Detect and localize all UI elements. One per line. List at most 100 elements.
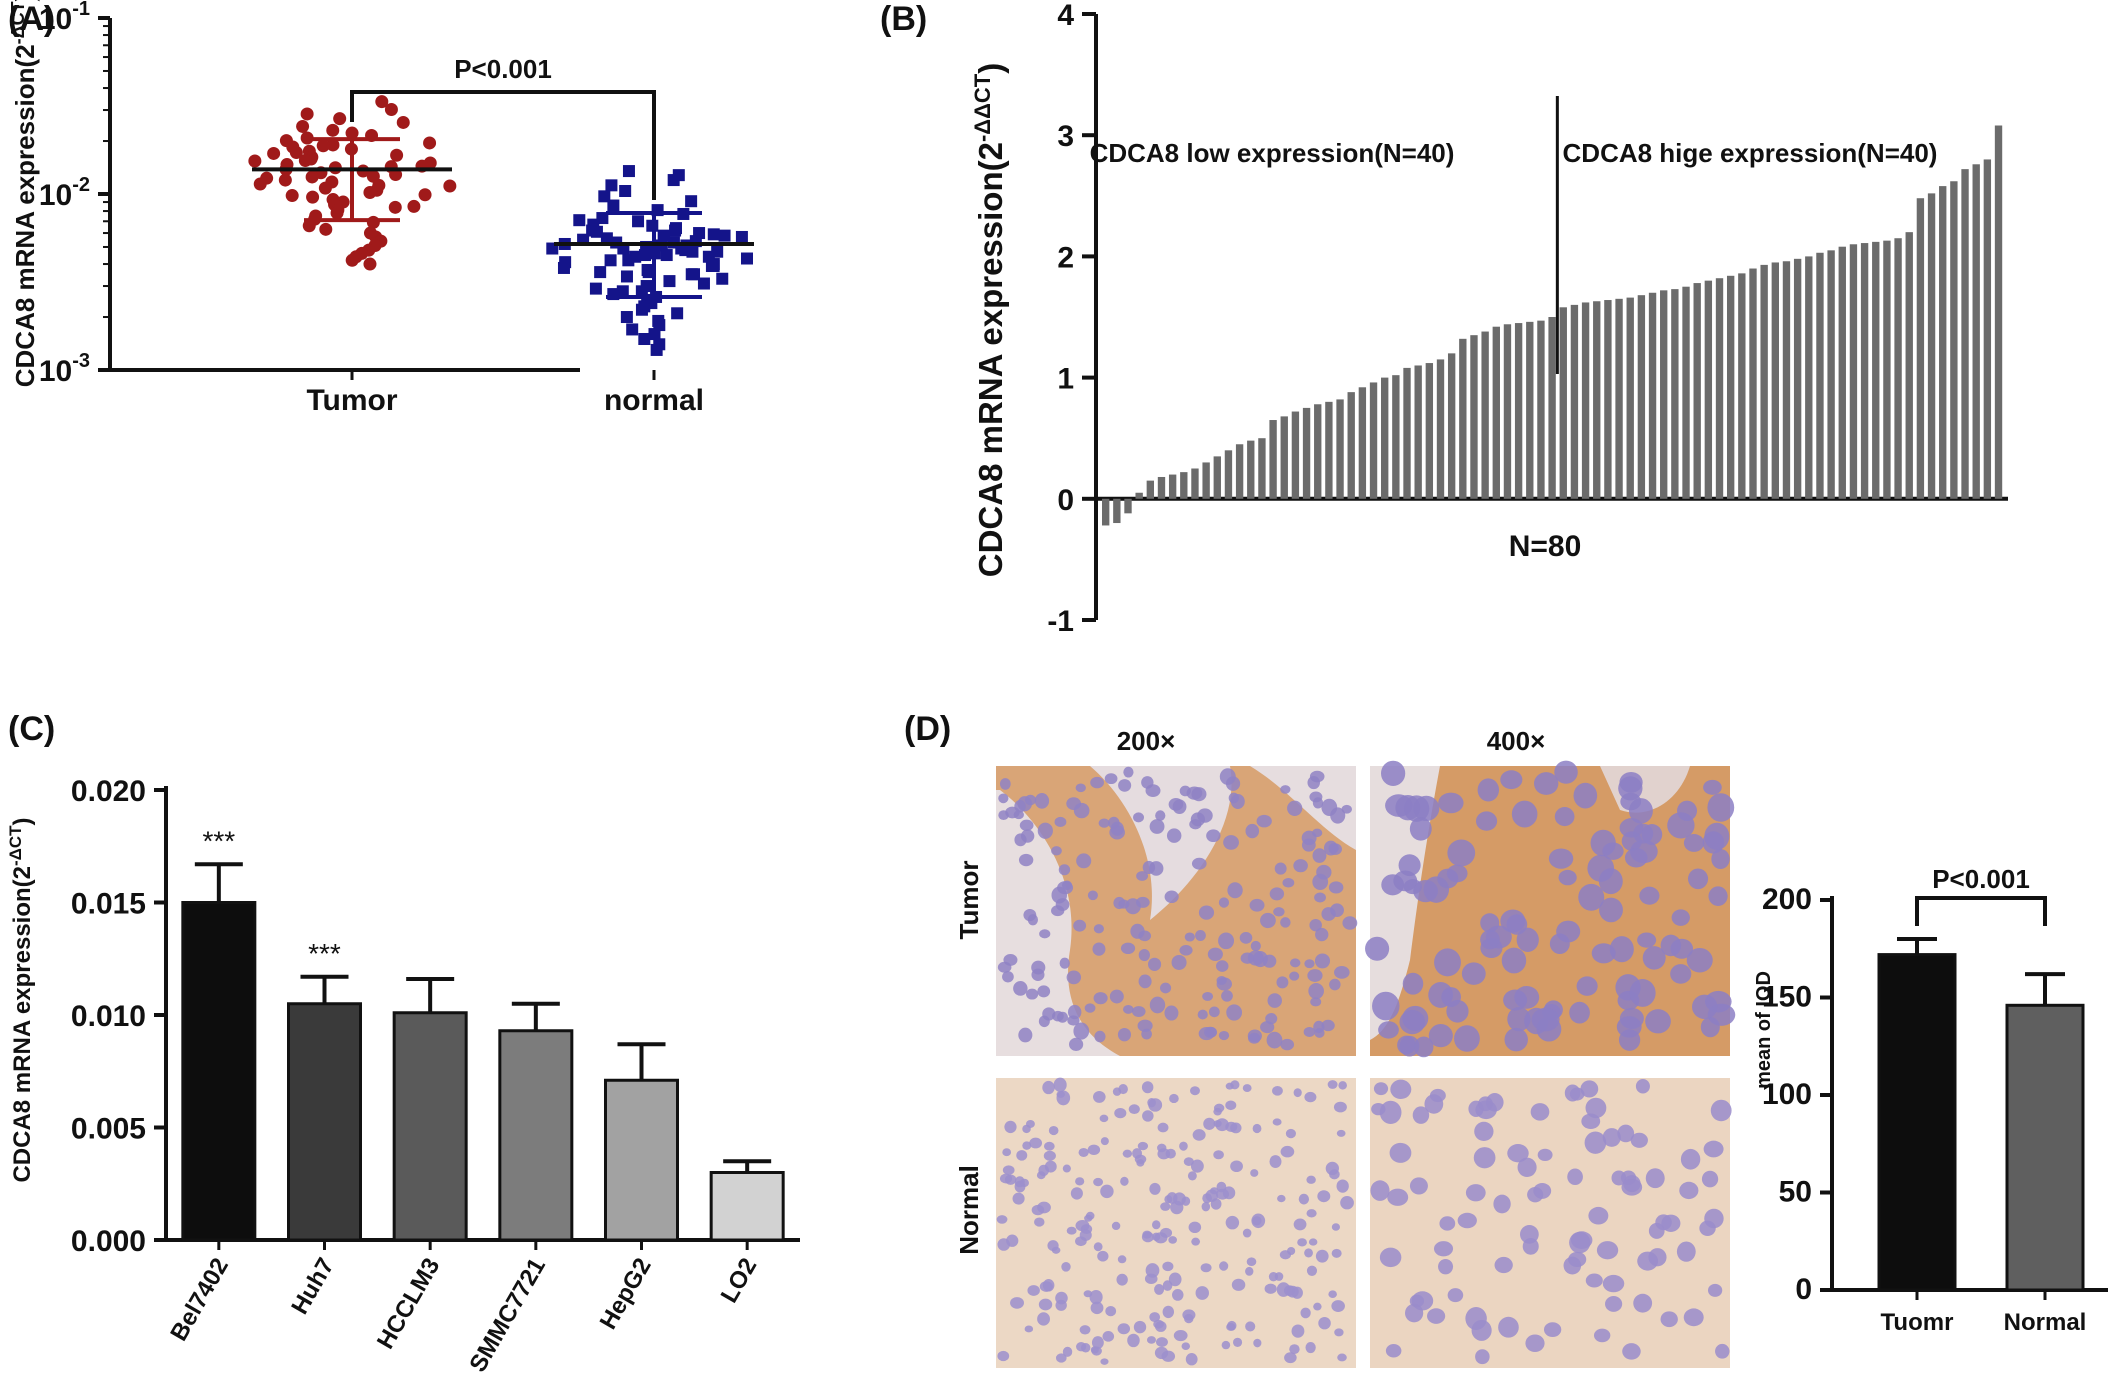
micrograph-nucleus xyxy=(1187,1171,1197,1181)
micrograph-nucleus xyxy=(1195,930,1206,941)
micrograph-nucleus xyxy=(1404,1303,1424,1323)
micrograph-row-label-tumor: Tumor xyxy=(954,861,984,940)
micrograph-nucleus xyxy=(1136,896,1150,908)
panel-a-point xyxy=(707,259,720,272)
micrograph-nucleus xyxy=(1309,791,1323,803)
micrograph-nucleus xyxy=(1169,1093,1179,1104)
panel-a-point xyxy=(648,328,661,341)
panel-b-bar xyxy=(1392,375,1400,499)
micrograph-nucleus xyxy=(1336,1179,1349,1193)
panel-c-bar-chart: (C) 0.020 0.015 0.010 0.005 0.000 Bel7402 Huh7… xyxy=(6,710,800,1377)
panel-a-point xyxy=(418,188,432,202)
micrograph-nucleus xyxy=(1247,950,1264,966)
micrograph-nucleus xyxy=(1183,1157,1194,1166)
micrograph-nucleus xyxy=(1149,996,1166,1014)
micrograph-nucleus xyxy=(1473,1147,1496,1169)
panel-b-bar xyxy=(1816,252,1824,499)
micrograph-nucleus xyxy=(1091,1346,1102,1356)
micrograph-nucleus xyxy=(1680,1148,1701,1170)
panel-c-bar xyxy=(498,1029,574,1242)
micrograph-nucleus xyxy=(1120,942,1136,955)
micrograph-nucleus xyxy=(1223,835,1239,850)
micrograph-nucleus xyxy=(1511,800,1538,828)
micrograph-nucleus xyxy=(1116,1273,1128,1286)
panel-b-x-axis-title: N=80 xyxy=(1509,530,1582,563)
micrograph-nucleus xyxy=(1593,1328,1611,1343)
micrograph-nucleus xyxy=(1313,1302,1322,1311)
micrograph-nucleus xyxy=(1677,800,1698,822)
panel-a-point xyxy=(629,250,642,263)
micrograph-nucleus xyxy=(1475,1349,1490,1365)
micrograph-nucleus xyxy=(1134,1154,1147,1164)
micrograph-nucleus xyxy=(1331,1248,1342,1258)
micrograph-nucleus xyxy=(1054,816,1067,828)
micrograph-nucleus xyxy=(1132,1006,1146,1017)
panel-c-bar-hcclm3 xyxy=(392,977,468,1242)
panel-a-point xyxy=(616,285,629,298)
panel-a-point xyxy=(248,154,262,168)
panel-a-series-tumor xyxy=(248,95,457,271)
micrograph-nucleus xyxy=(1173,1330,1188,1342)
micrograph-nucleus xyxy=(1218,897,1230,908)
micrograph-nucleus xyxy=(1233,1337,1243,1348)
micrograph-nucleus xyxy=(1022,1141,1032,1150)
micrograph-nucleus xyxy=(1149,819,1165,834)
micrograph-nucleus xyxy=(1162,1305,1175,1319)
micrograph-normal-200x xyxy=(996,1077,1356,1368)
micrograph-nucleus xyxy=(1154,1283,1165,1295)
panel-a-point xyxy=(590,225,603,238)
panel-d-label: (D) xyxy=(904,710,951,748)
micrograph-nucleus xyxy=(1568,1251,1587,1268)
micrograph-nucleus xyxy=(1017,796,1032,812)
micrograph-nucleus xyxy=(1256,814,1272,828)
panel-a-point xyxy=(686,245,699,258)
micrograph-nucleus xyxy=(1144,1273,1158,1285)
micrograph-nucleus xyxy=(1321,907,1336,921)
panel-a-point xyxy=(598,190,611,203)
micrograph-nucleus xyxy=(1099,1114,1109,1123)
micrograph-nucleus xyxy=(1213,1107,1222,1116)
micrograph-nucleus xyxy=(1298,1193,1310,1205)
micrograph-nucleus xyxy=(1293,859,1308,873)
micrograph-stroma xyxy=(1090,766,1232,920)
panel-a-point xyxy=(267,146,281,160)
micrograph-nucleus xyxy=(1465,1307,1487,1331)
micrograph-nucleus xyxy=(1066,797,1081,810)
micrograph-nucleus xyxy=(1152,1220,1161,1230)
micrograph-nucleus xyxy=(1280,1038,1295,1051)
micrograph-nucleus xyxy=(1191,1237,1201,1246)
micrograph-nucleus xyxy=(1093,1090,1106,1103)
micrograph-nucleus xyxy=(1280,785,1291,794)
micrograph-nucleus xyxy=(1289,1344,1300,1355)
micrograph-nucleus xyxy=(999,1173,1013,1184)
panel-b-bar xyxy=(1793,258,1802,499)
panel-a-point xyxy=(707,228,720,241)
panel-b-bar xyxy=(1660,290,1668,499)
panel-b-bar xyxy=(1939,186,1947,499)
micrograph-nucleus xyxy=(1429,1088,1446,1103)
micrograph-nucleus xyxy=(998,810,1009,821)
micrograph-nucleus xyxy=(1517,1157,1537,1178)
micrograph-tumor-400x xyxy=(1365,760,1736,1058)
micrograph-nucleus xyxy=(1500,909,1526,933)
panel-d-y-tick-label: 150 xyxy=(1762,981,1812,1014)
micrograph-nucleus xyxy=(1164,890,1179,904)
panel-b-bar xyxy=(1883,240,1891,499)
panel-b-y-tick-label: 1 xyxy=(1057,363,1074,396)
micrograph-nucleus xyxy=(1438,1258,1454,1275)
micrograph-nucleus xyxy=(1272,1086,1283,1096)
micrograph-nucleus xyxy=(1327,1080,1338,1089)
micrograph-nucleus xyxy=(1676,1241,1696,1262)
panel-b-bar xyxy=(1626,297,1634,499)
panel-c-x-tick-label: SMMC7721 xyxy=(464,1254,551,1377)
micrograph-nucleus xyxy=(1637,932,1657,948)
panel-b-bar xyxy=(1269,420,1277,499)
panel-b-bar xyxy=(1671,289,1679,499)
panel-a-marks: P<0.001 xyxy=(248,54,754,356)
micrograph-nucleus xyxy=(1379,1247,1402,1268)
micrograph-nucleus xyxy=(1337,1353,1347,1362)
micrograph-nucleus xyxy=(1120,1176,1129,1186)
micrograph-nucleus xyxy=(1267,993,1282,1008)
micrograph-nucleus xyxy=(1602,1128,1621,1147)
